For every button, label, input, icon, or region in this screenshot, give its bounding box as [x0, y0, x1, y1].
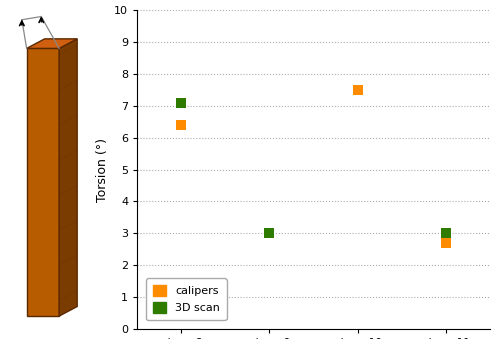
- Point: [442, 231, 450, 236]
- Point: [354, 87, 362, 93]
- Point: [266, 231, 274, 236]
- Legend: calipers, 3D scan: calipers, 3D scan: [146, 278, 226, 320]
- Point: [177, 100, 185, 105]
- Polygon shape: [26, 48, 59, 316]
- Point: [442, 240, 450, 245]
- Y-axis label: Torsion (°): Torsion (°): [96, 138, 108, 201]
- Polygon shape: [26, 39, 77, 48]
- Polygon shape: [59, 39, 77, 316]
- Point: [177, 122, 185, 127]
- Point: [266, 231, 274, 236]
